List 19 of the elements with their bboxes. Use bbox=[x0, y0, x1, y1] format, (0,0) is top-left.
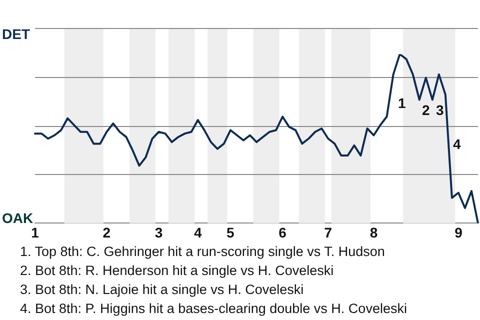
text: 3. Bot 8th: N. Lajoie hit a single vs H. Coveleski bbox=[20, 281, 305, 299]
annotation: 1 bbox=[398, 95, 406, 111]
x-tick-label: 3 bbox=[154, 224, 163, 240]
text: 2. Bot 8th: R. Henderson hit a single vs H. Coveleski bbox=[20, 262, 335, 280]
annotation: 3 bbox=[436, 102, 444, 118]
x-tick-label: 1 bbox=[31, 224, 40, 240]
text: 1. Top 8th: C. Gehringer hit a run-scoring single vs T. Hudson bbox=[20, 243, 386, 261]
x-tick-label: 4 bbox=[194, 224, 202, 240]
text: DET bbox=[2, 26, 30, 42]
text: 4. Bot 8th: P. Higgins hit a bases-clearing double vs H. Coveleski bbox=[20, 300, 407, 318]
x-tick-label: 8 bbox=[370, 224, 378, 240]
text: OAK bbox=[2, 210, 34, 226]
x-tick-label: 2 bbox=[102, 224, 111, 240]
annotation: 2 bbox=[422, 102, 430, 118]
x-tick-label: 5 bbox=[226, 224, 235, 240]
annotation: 4 bbox=[453, 136, 461, 152]
x-tick-label: 6 bbox=[278, 224, 287, 240]
x-tick-label: 7 bbox=[324, 224, 332, 240]
x-tick-label: 9 bbox=[454, 224, 463, 240]
